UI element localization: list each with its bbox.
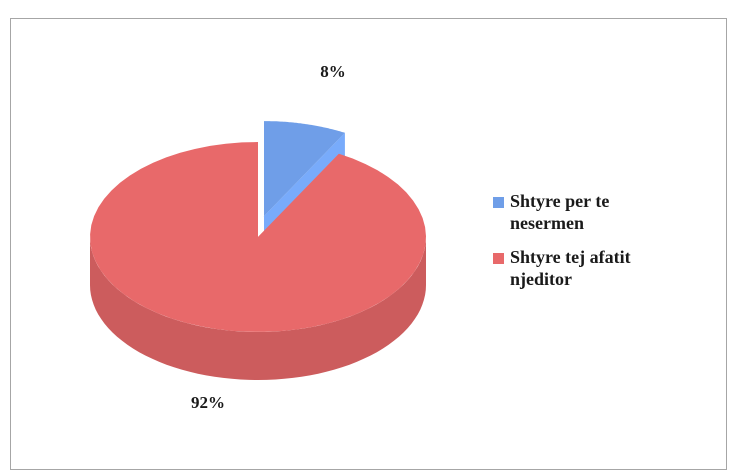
legend-label: Shtyre per te nesermen	[510, 191, 610, 233]
legend-label: Shtyre tej afatit njeditor	[510, 247, 631, 289]
chart-frame	[10, 18, 727, 470]
legend-swatch	[493, 253, 504, 264]
data-label: 8%	[320, 62, 346, 81]
legend-item: Shtyre per te nesermen	[493, 190, 663, 234]
slice-wall	[90, 237, 426, 380]
slice-top	[90, 142, 426, 332]
pie-slice	[90, 142, 426, 380]
legend: Shtyre per te nesermen Shtyre tej afatit …	[493, 190, 663, 302]
legend-item: Shtyre tej afatit njeditor	[493, 246, 663, 290]
legend-swatch	[493, 197, 504, 208]
slice-top	[264, 121, 345, 217]
data-label: 92%	[191, 393, 225, 412]
